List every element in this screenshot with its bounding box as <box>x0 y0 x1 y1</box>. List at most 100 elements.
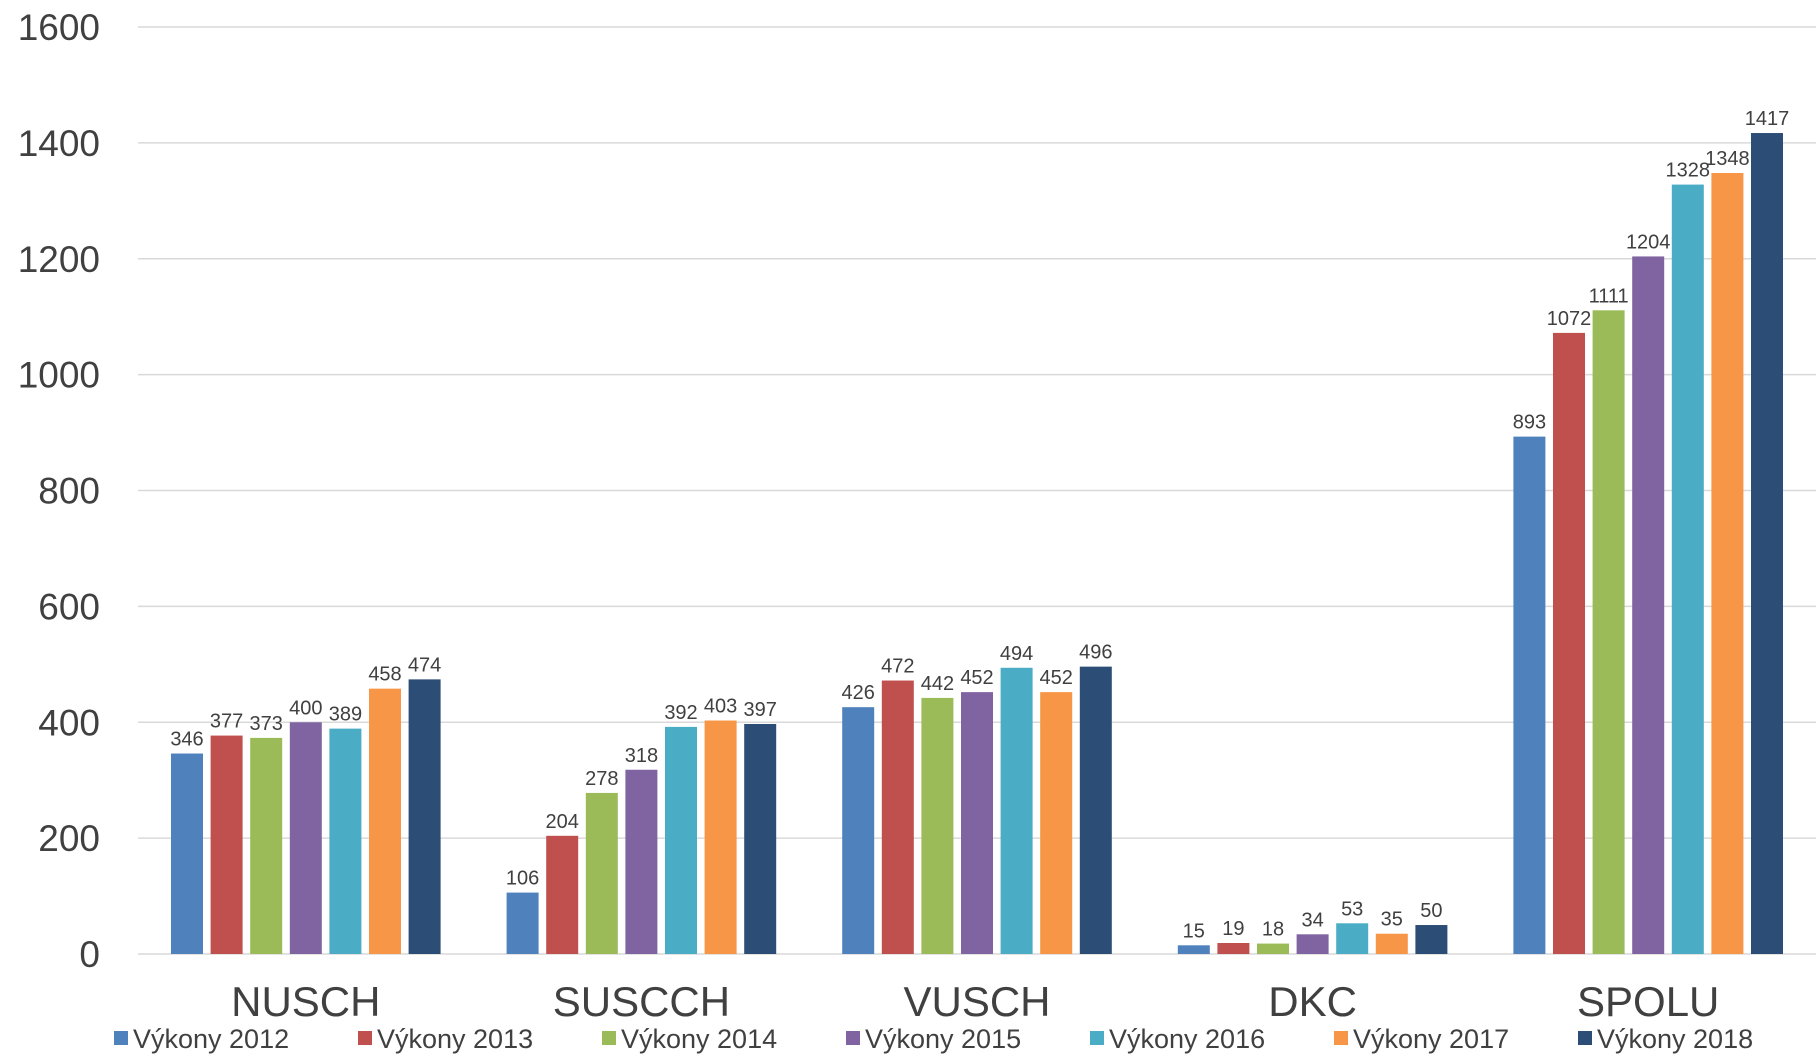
data-label: 494 <box>1000 643 1033 665</box>
legend-item: Výkony 2015 <box>846 1024 1021 1054</box>
bar <box>1592 310 1625 955</box>
data-label: 496 <box>1079 642 1112 664</box>
legend-item: Výkony 2016 <box>1090 1024 1265 1054</box>
bar <box>1177 945 1210 954</box>
bar <box>842 707 875 954</box>
legend-item: Výkony 2013 <box>358 1024 533 1054</box>
y-tick-label: 0 <box>79 934 100 975</box>
data-label: 1328 <box>1666 160 1711 182</box>
legend-label: Výkony 2017 <box>1353 1024 1509 1054</box>
legend-item: Výkony 2012 <box>114 1024 289 1054</box>
data-label: 397 <box>744 699 777 721</box>
bar <box>329 728 362 954</box>
data-label: 400 <box>289 697 322 719</box>
data-label: 458 <box>368 664 401 686</box>
bar <box>1671 184 1704 955</box>
data-label: 426 <box>842 682 875 704</box>
data-label: 474 <box>408 654 441 676</box>
legend-item: Výkony 2018 <box>1578 1024 1753 1054</box>
bar <box>704 720 737 954</box>
bar <box>369 688 401 954</box>
data-label: 346 <box>170 729 203 751</box>
bar <box>1000 667 1033 954</box>
legend-swatch <box>1090 1031 1104 1045</box>
bar <box>665 726 697 954</box>
bar <box>744 723 777 954</box>
bar <box>1751 133 1783 954</box>
y-tick-label: 600 <box>38 586 100 627</box>
category-label: NUSCH <box>231 978 380 1025</box>
legend-label: Výkony 2015 <box>865 1024 1021 1054</box>
data-label: 53 <box>1341 898 1363 920</box>
y-tick-label: 1600 <box>18 7 100 48</box>
data-label: 15 <box>1183 920 1205 942</box>
category-label: SUSCCH <box>553 978 730 1025</box>
data-label: 1072 <box>1547 308 1592 330</box>
x-axis-categories: NUSCH SUSCCH VUSCH DKC SPOLU <box>231 978 1719 1025</box>
data-label: 19 <box>1222 918 1244 940</box>
bar <box>625 769 658 954</box>
bar <box>1257 943 1289 954</box>
bar <box>210 735 243 954</box>
legend-label: Výkony 2012 <box>133 1024 289 1054</box>
data-label: 452 <box>960 667 993 689</box>
legend-swatch <box>1578 1031 1592 1045</box>
legend-swatch <box>1334 1031 1348 1045</box>
bar <box>1296 934 1329 954</box>
bar <box>1553 332 1585 954</box>
category-label: VUSCH <box>903 978 1050 1025</box>
data-label: 35 <box>1381 909 1403 931</box>
bar <box>289 722 322 954</box>
legend-swatch <box>846 1031 860 1045</box>
legend-swatch <box>114 1031 128 1045</box>
legend-item: Výkony 2014 <box>602 1024 777 1054</box>
bar <box>881 680 914 954</box>
bar <box>1336 923 1369 954</box>
data-label: 18 <box>1262 919 1284 941</box>
data-label: 318 <box>625 745 658 767</box>
data-label: 278 <box>585 768 618 790</box>
y-tick-label: 1200 <box>18 239 100 280</box>
legend-label: Výkony 2018 <box>1597 1024 1753 1054</box>
data-label: 373 <box>250 713 283 735</box>
legend-label: Výkony 2014 <box>621 1024 777 1054</box>
bar <box>1079 666 1112 954</box>
legend-swatch <box>602 1031 616 1045</box>
bar <box>1632 256 1665 954</box>
data-label: 1204 <box>1626 231 1671 253</box>
legend-label: Výkony 2016 <box>1109 1024 1265 1054</box>
y-tick-label: 800 <box>38 471 100 512</box>
bar <box>1375 933 1408 954</box>
data-label: 1111 <box>1589 285 1629 307</box>
bar <box>1711 173 1744 954</box>
bar <box>250 737 283 954</box>
bar <box>921 697 954 954</box>
data-label: 893 <box>1513 412 1546 434</box>
bar <box>408 679 441 954</box>
data-label: 204 <box>546 811 579 833</box>
data-label: 392 <box>664 702 697 724</box>
data-label: 50 <box>1420 900 1442 922</box>
data-label: 1348 <box>1705 148 1750 170</box>
bar <box>585 792 618 954</box>
data-label: 34 <box>1301 909 1323 931</box>
data-label: 1417 <box>1745 108 1790 130</box>
y-tick-label: 200 <box>38 818 100 859</box>
bar <box>171 753 203 954</box>
data-label: 377 <box>210 711 243 733</box>
bar <box>546 835 579 954</box>
bar <box>961 692 993 954</box>
data-label: 389 <box>329 704 362 726</box>
legend-label: Výkony 2013 <box>377 1024 533 1054</box>
legend: Výkony 2012 Výkony 2013 Výkony 2014 Výkony … <box>114 1024 1753 1054</box>
bar <box>1513 436 1546 954</box>
y-tick-label: 400 <box>38 702 100 743</box>
y-tick-label: 1000 <box>18 355 100 396</box>
bar <box>1415 925 1448 954</box>
legend-swatch <box>358 1031 372 1045</box>
data-label: 472 <box>881 656 914 678</box>
category-label: SPOLU <box>1577 978 1719 1025</box>
y-tick-label: 1400 <box>18 123 100 164</box>
